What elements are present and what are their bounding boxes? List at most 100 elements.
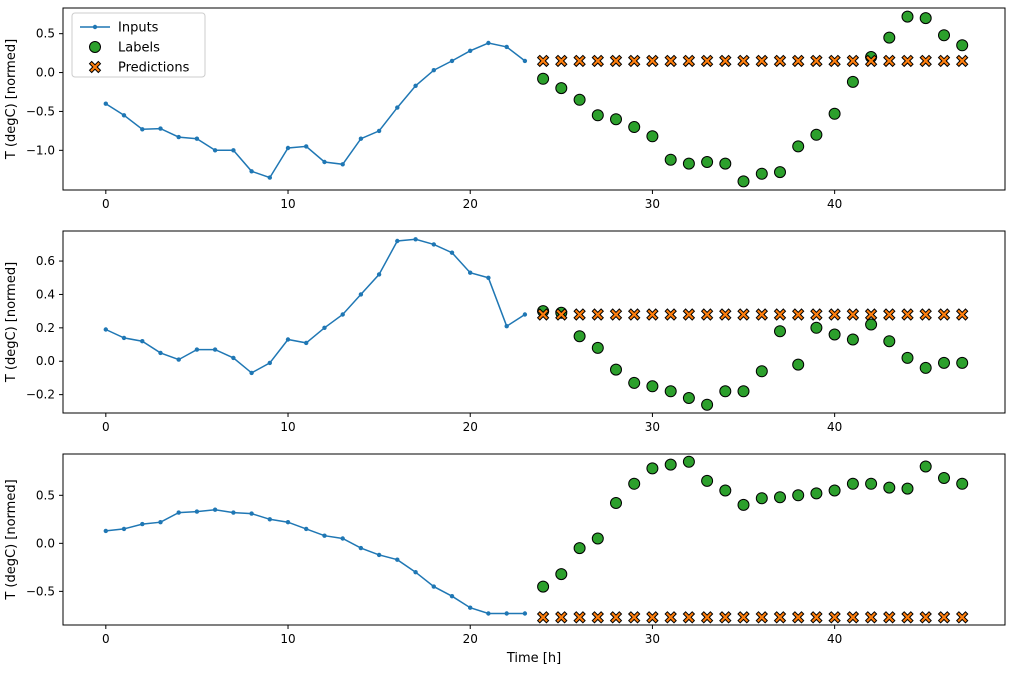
predictions-marker bbox=[828, 54, 841, 68]
inputs-marker bbox=[176, 510, 181, 515]
predictions-marker bbox=[755, 308, 769, 321]
labels-marker bbox=[664, 153, 677, 166]
predictions-marker bbox=[555, 54, 568, 68]
predictions-marker bbox=[646, 611, 659, 624]
y-tick-label: 0.2 bbox=[36, 321, 55, 335]
inputs-marker bbox=[431, 242, 436, 247]
predictions-marker bbox=[682, 308, 696, 321]
predictions-marker bbox=[901, 54, 914, 68]
predictions-marker bbox=[810, 54, 823, 68]
axes-frame bbox=[62, 230, 1006, 414]
predictions-marker bbox=[919, 54, 932, 68]
inputs-marker bbox=[304, 526, 309, 532]
inputs-marker bbox=[158, 126, 163, 131]
inputs-marker bbox=[140, 521, 145, 527]
predictions-marker bbox=[846, 54, 860, 68]
labels-marker bbox=[938, 472, 950, 484]
inputs-marker bbox=[504, 611, 509, 616]
labels-marker bbox=[956, 39, 969, 52]
labels-marker bbox=[883, 481, 896, 494]
labels-marker bbox=[919, 460, 932, 473]
inputs-marker bbox=[231, 510, 236, 515]
predictions-marker bbox=[864, 611, 878, 624]
y-axis-label: T (degC) [normed] bbox=[4, 479, 19, 600]
predictions-marker bbox=[609, 611, 623, 624]
predictions-marker bbox=[791, 54, 805, 68]
labels-marker bbox=[573, 93, 586, 106]
predictions-marker bbox=[627, 54, 641, 68]
predictions-marker bbox=[536, 54, 550, 68]
y-tick-label: −0.2 bbox=[26, 388, 55, 402]
predictions-marker bbox=[573, 54, 586, 68]
inputs-marker bbox=[158, 350, 163, 356]
labels-marker bbox=[646, 130, 659, 143]
labels-marker bbox=[701, 474, 714, 487]
labels-marker bbox=[591, 341, 604, 354]
predictions-marker bbox=[737, 54, 750, 68]
x-tick-label: 30 bbox=[645, 420, 660, 434]
predictions-marker bbox=[755, 54, 769, 68]
inputs-marker bbox=[322, 533, 327, 538]
predictions-marker bbox=[937, 54, 951, 68]
axes-frame bbox=[62, 453, 1006, 626]
labels-marker bbox=[828, 484, 841, 497]
inputs-marker bbox=[285, 145, 291, 151]
predictions-marker bbox=[719, 611, 732, 624]
subplot-3: 0 10 20 30 40 0.5 0.0 −0.5 T (degC) [normed] Time… bbox=[4, 453, 1006, 666]
labels-marker bbox=[737, 498, 750, 511]
x-tick-label: 0 bbox=[102, 197, 110, 211]
predictions-marker bbox=[846, 611, 860, 624]
labels-marker bbox=[919, 12, 932, 25]
legend: Inputs Labels Predictions bbox=[71, 12, 206, 78]
predictions-marker bbox=[864, 54, 878, 68]
inputs-marker bbox=[267, 360, 272, 366]
predictions-marker bbox=[810, 308, 823, 321]
predictions-marker bbox=[955, 611, 969, 624]
labels-marker bbox=[664, 458, 677, 471]
x-tick-label: 10 bbox=[280, 632, 295, 646]
predictions-marker bbox=[664, 611, 677, 624]
predictions-marker bbox=[901, 308, 914, 321]
inputs-marker bbox=[431, 584, 436, 589]
predictions-marker bbox=[919, 308, 932, 321]
labels-marker bbox=[682, 392, 695, 404]
inputs-marker bbox=[340, 312, 345, 317]
predictions-marker bbox=[828, 611, 841, 624]
predictions-marker bbox=[609, 308, 623, 321]
labels-marker bbox=[919, 361, 932, 374]
predictions-marker bbox=[627, 611, 641, 624]
labels-marker bbox=[537, 580, 550, 593]
labels-marker bbox=[719, 484, 732, 497]
x-tick-label: 40 bbox=[827, 197, 842, 211]
inputs-marker bbox=[140, 127, 145, 132]
y-tick-label: 0.4 bbox=[36, 287, 55, 301]
predictions-marker bbox=[573, 611, 586, 624]
y-tick-label: −0.5 bbox=[26, 104, 55, 118]
predictions-marker bbox=[937, 308, 951, 321]
labels-marker bbox=[938, 29, 950, 42]
inputs-marker bbox=[322, 159, 327, 165]
subplot-2: 0 10 20 30 40 0.6 0.4 0.2 0.0 −0.2 T (degC) [norme… bbox=[4, 230, 1006, 434]
inputs-marker bbox=[249, 370, 254, 376]
predictions-marker bbox=[536, 611, 550, 624]
inputs-marker bbox=[358, 136, 364, 141]
inputs-marker bbox=[413, 570, 418, 575]
inputs-marker bbox=[376, 128, 382, 134]
inputs-marker bbox=[449, 58, 455, 64]
labels-marker bbox=[591, 532, 604, 545]
predictions-marker bbox=[555, 611, 568, 624]
x-tick-label: 30 bbox=[645, 632, 660, 646]
predictions-marker bbox=[682, 611, 696, 624]
labels-marker bbox=[956, 477, 969, 490]
predictions-marker bbox=[883, 611, 896, 624]
inputs-marker bbox=[504, 324, 509, 329]
labels-marker bbox=[792, 489, 805, 502]
predictions-marker bbox=[864, 308, 878, 321]
predictions-marker bbox=[791, 611, 805, 624]
labels-marker bbox=[810, 321, 823, 334]
inputs-marker bbox=[158, 520, 163, 525]
inputs-marker bbox=[249, 169, 254, 174]
labels-marker bbox=[555, 568, 568, 581]
inputs-marker bbox=[212, 347, 218, 352]
inputs-marker bbox=[413, 83, 418, 89]
